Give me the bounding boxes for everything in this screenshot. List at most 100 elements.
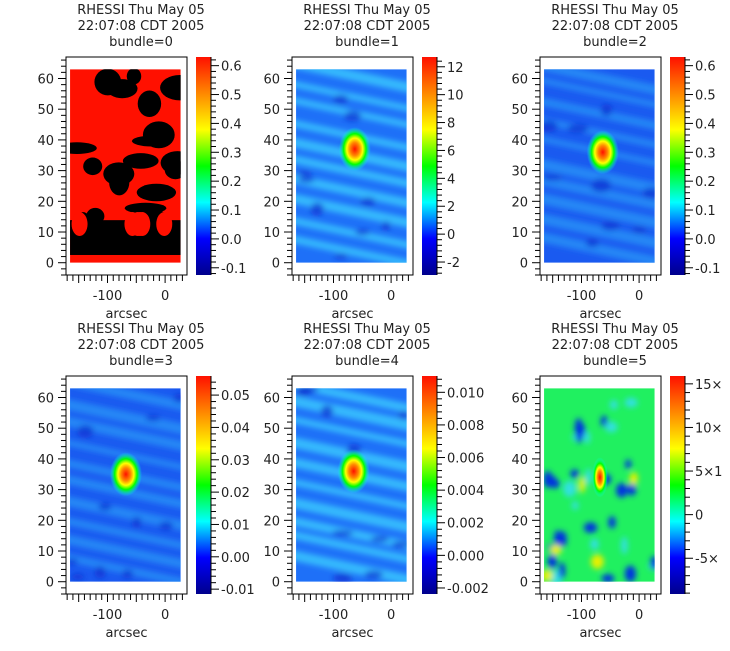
panel-bundle-0: RHESSI Thu May 05 22:07:08 CDT 2005bundle… bbox=[37, 3, 246, 322]
x-tick-label: -100 bbox=[319, 608, 349, 623]
y-tick-label: 40 bbox=[263, 453, 280, 468]
colorbar-tick-label: 10× bbox=[695, 421, 722, 436]
y-tick-label: 30 bbox=[263, 484, 280, 499]
heatmap-image bbox=[544, 69, 655, 263]
y-tick-label: 0 bbox=[520, 576, 528, 591]
colorbar bbox=[670, 376, 685, 594]
y-tick-label: 20 bbox=[37, 514, 54, 529]
colorbar-tick-label: 0.5 bbox=[221, 89, 242, 104]
colorbar-tick-label: 0.6 bbox=[221, 60, 242, 75]
y-tick-label: 10 bbox=[511, 226, 528, 241]
y-tick-label: 50 bbox=[511, 103, 528, 118]
colorbar bbox=[422, 376, 437, 594]
panel-subtitle: bundle=4 bbox=[335, 354, 399, 369]
colorbar-tick-label: 0.02 bbox=[221, 486, 250, 501]
y-tick-label: 20 bbox=[37, 195, 54, 210]
colorbar-tick-label: 6 bbox=[447, 144, 455, 159]
y-tick-label: 40 bbox=[511, 134, 528, 149]
source-hotspot bbox=[591, 457, 608, 498]
panel-subtitle: bundle=3 bbox=[109, 354, 173, 369]
colorbar-tick-label: 5×1 bbox=[695, 465, 722, 480]
panel-bundle-5: RHESSI Thu May 05 22:07:08 CDT 2005bundle… bbox=[511, 322, 722, 641]
x-axis-label: arcsec bbox=[331, 307, 373, 322]
source-hotspot bbox=[338, 127, 371, 172]
x-tick-label: 0 bbox=[161, 608, 169, 623]
x-axis-label: arcsec bbox=[105, 626, 147, 641]
colorbar-tick-label: 0.008 bbox=[447, 419, 484, 434]
colorbar bbox=[196, 376, 211, 594]
heatmap-image bbox=[70, 388, 181, 582]
heatmap-image bbox=[296, 69, 407, 263]
y-tick-label: 0 bbox=[46, 257, 54, 272]
panel-bundle-3: RHESSI Thu May 05 22:07:08 CDT 2005bundle… bbox=[37, 322, 254, 641]
colorbar-tick-label: 0.6 bbox=[695, 60, 716, 75]
y-tick-label: 50 bbox=[263, 103, 280, 118]
colorbar-tick-label: 0.010 bbox=[447, 386, 484, 401]
y-tick-label: 0 bbox=[272, 576, 280, 591]
colorbar-tick-label: 0.1 bbox=[221, 204, 242, 219]
panel-title: RHESSI Thu May 05 22:07:08 CDT 2005 bbox=[77, 322, 205, 353]
y-tick-label: 0 bbox=[520, 257, 528, 272]
x-tick-label: -100 bbox=[93, 608, 123, 623]
y-tick-label: 50 bbox=[37, 422, 54, 437]
colorbar-tick-label: 0.4 bbox=[221, 117, 242, 132]
panel-title: RHESSI Thu May 05 22:07:08 CDT 2005 bbox=[77, 3, 205, 34]
y-tick-label: 60 bbox=[37, 391, 54, 406]
panel-title: RHESSI Thu May 05 22:07:08 CDT 2005 bbox=[303, 322, 431, 353]
colorbar-tick-label: 0.0 bbox=[221, 233, 242, 248]
y-tick-label: 60 bbox=[511, 72, 528, 87]
source-hotspot bbox=[109, 452, 142, 497]
colorbar bbox=[670, 57, 685, 275]
colorbar bbox=[422, 57, 437, 275]
x-tick-label: 0 bbox=[635, 608, 643, 623]
x-tick-label: 0 bbox=[387, 289, 395, 304]
colorbar-tick-label: 0.004 bbox=[447, 484, 484, 499]
y-tick-label: 30 bbox=[511, 484, 528, 499]
colorbar-tick-label: 0.0 bbox=[695, 233, 716, 248]
colorbar-tick-label: 0.3 bbox=[221, 146, 242, 161]
panel-title: RHESSI Thu May 05 22:07:08 CDT 2005 bbox=[303, 3, 431, 34]
y-tick-label: 30 bbox=[37, 165, 54, 180]
y-tick-label: 50 bbox=[511, 422, 528, 437]
y-tick-label: 60 bbox=[263, 391, 280, 406]
colorbar-tick-label: -0.1 bbox=[221, 262, 246, 277]
colorbar-tick-label: 0.00 bbox=[221, 551, 250, 566]
colorbar-tick-label: 0 bbox=[695, 509, 703, 524]
y-tick-label: 50 bbox=[37, 103, 54, 118]
source-hotspot bbox=[586, 130, 619, 175]
y-tick-label: 10 bbox=[263, 545, 280, 560]
colorbar-tick-label: 0.002 bbox=[447, 517, 484, 532]
heatmap-image bbox=[296, 388, 407, 582]
x-tick-label: -100 bbox=[567, 289, 597, 304]
colorbar-tick-label: 0.4 bbox=[695, 117, 716, 132]
colorbar-tick-label: 0.5 bbox=[695, 89, 716, 104]
source-hotspot bbox=[337, 449, 370, 494]
colorbar-tick-label: 10 bbox=[447, 89, 464, 104]
y-tick-label: 40 bbox=[37, 134, 54, 149]
y-tick-label: 30 bbox=[37, 484, 54, 499]
colorbar-tick-label: 0.3 bbox=[695, 146, 716, 161]
panel-bundle-4: RHESSI Thu May 05 22:07:08 CDT 2005bundle… bbox=[263, 322, 488, 641]
y-tick-label: 30 bbox=[263, 165, 280, 180]
panel-title: RHESSI Thu May 05 22:07:08 CDT 2005 bbox=[551, 322, 679, 353]
x-tick-label: 0 bbox=[635, 289, 643, 304]
y-tick-label: 40 bbox=[263, 134, 280, 149]
y-tick-label: 20 bbox=[511, 195, 528, 210]
y-tick-label: 10 bbox=[511, 545, 528, 560]
colorbar-tick-label: -2 bbox=[447, 256, 460, 271]
y-tick-label: 20 bbox=[263, 195, 280, 210]
y-tick-label: 10 bbox=[263, 226, 280, 241]
colorbar-tick-label: 15× bbox=[695, 378, 722, 393]
x-tick-label: -100 bbox=[567, 608, 597, 623]
y-tick-label: 10 bbox=[37, 226, 54, 241]
x-axis-label: arcsec bbox=[579, 307, 621, 322]
panel-subtitle: bundle=0 bbox=[109, 35, 173, 50]
colorbar-tick-label: 0.01 bbox=[221, 518, 250, 533]
colorbar-tick-label: 4 bbox=[447, 172, 455, 187]
panel-subtitle: bundle=1 bbox=[335, 35, 399, 50]
panel-subtitle: bundle=5 bbox=[583, 354, 647, 369]
y-tick-label: 20 bbox=[511, 514, 528, 529]
colorbar-tick-label: 0.04 bbox=[221, 421, 250, 436]
y-tick-label: 60 bbox=[37, 72, 54, 87]
